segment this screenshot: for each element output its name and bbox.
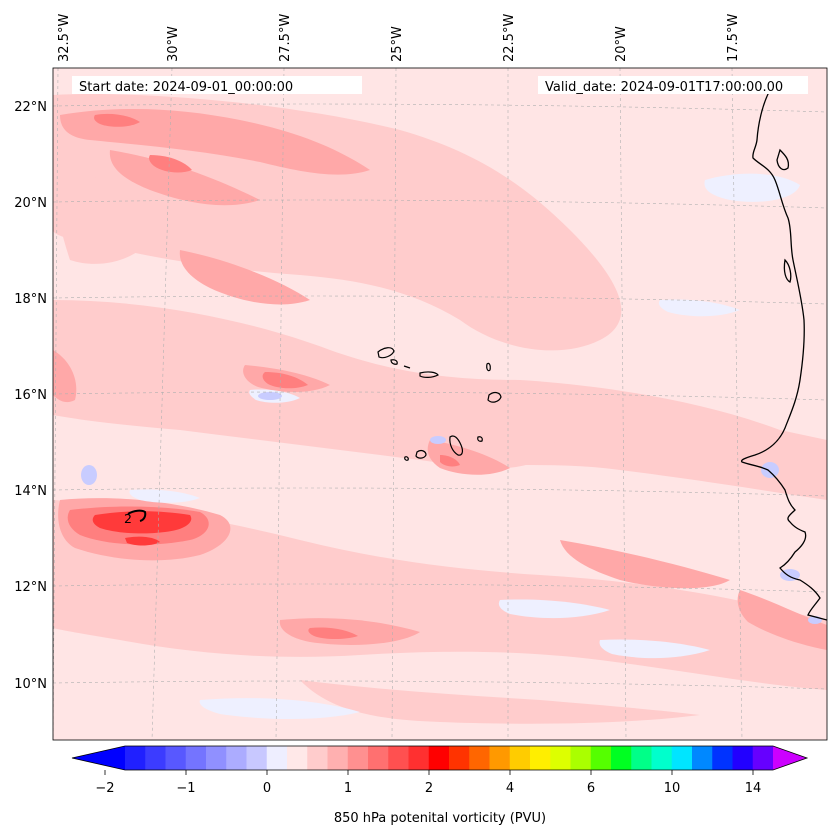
colorbar-segments	[125, 746, 774, 770]
colorbar-segment	[692, 746, 713, 770]
colorbar-segment	[206, 746, 227, 770]
colorbar-segment	[347, 746, 369, 770]
lat-label-20n: 20°N	[14, 196, 47, 211]
lat-label-16n: 16°N	[14, 388, 47, 403]
colorbar-segment	[590, 746, 612, 770]
lat-label-18n: 18°N	[14, 292, 47, 307]
colorbar-extend-low	[72, 746, 125, 770]
lon-label-30w: 30°W	[166, 26, 181, 62]
colorbar-segment	[651, 746, 673, 770]
colorbar-extend-high	[773, 746, 807, 770]
colorbar-tick-label: 6	[587, 781, 595, 796]
lat-label-10n: 10°N	[14, 677, 47, 692]
valid-date-box	[538, 76, 808, 94]
sal-island	[486, 362, 491, 372]
gridlines	[53, 68, 827, 740]
contour-label: 2	[124, 511, 132, 526]
colorbar-outline	[71, 745, 809, 771]
colorbar-segment	[752, 746, 774, 770]
santo-antao-island	[377, 347, 395, 359]
cape-verde-islands	[377, 347, 502, 461]
lon-label-22-5w: 22.5°W	[502, 14, 517, 62]
lat-label-12n: 12°N	[14, 580, 47, 595]
colorbar-tick-label: 10	[664, 781, 681, 796]
boa-vista-island	[487, 391, 502, 403]
pv-contour: 2	[124, 509, 147, 526]
map-panel: 2 Start date: 2024-09-01_00:00:00 Valid_…	[53, 68, 827, 740]
colorbar-segment	[246, 746, 268, 770]
colorbar-segment	[145, 746, 166, 770]
lon-label-20w: 20°W	[614, 26, 629, 62]
colorbar: −2 −1 0 1 2 4 6 10 14 850 hPa potenital …	[71, 745, 809, 826]
fogo-island	[415, 449, 427, 459]
colorbar-segment	[631, 746, 652, 770]
valid-date-text: Valid_date: 2024-09-01T17:00:00.00	[545, 80, 783, 95]
colorbar-segment	[287, 746, 308, 770]
colorbar-segment	[388, 746, 409, 770]
colorbar-tick-label: −1	[176, 781, 195, 796]
sao-nicolau-island	[419, 371, 439, 378]
lat-label-22n: 22°N	[14, 100, 47, 115]
colorbar-segment	[327, 746, 349, 770]
start-date-box	[72, 76, 362, 94]
lon-label-32-5w: 32.5°W	[57, 14, 72, 62]
colorbar-segment	[712, 746, 733, 770]
colorbar-segment	[530, 746, 551, 770]
red-core	[92, 511, 192, 546]
lavender-patches	[81, 392, 822, 624]
lon-label-27-5w: 27.5°W	[278, 14, 293, 62]
colorbar-segment	[307, 746, 328, 770]
latitude-labels: 22°N 20°N 18°N 16°N 14°N 12°N 10°N	[14, 100, 47, 692]
colorbar-segment	[428, 746, 450, 770]
colorbar-segment	[570, 746, 592, 770]
colorbar-segment	[185, 746, 207, 770]
colorbar-tick-label: 2	[425, 781, 433, 796]
colorbar-title: 850 hPa potenital vorticity (PVU)	[334, 811, 546, 826]
colorbar-segment	[368, 746, 389, 770]
africa-coastline	[740, 89, 827, 621]
light-blue-patches	[129, 173, 800, 719]
colorbar-tick-label: 1	[344, 781, 352, 796]
colorbar-tick-label: 14	[745, 781, 762, 796]
colorbar-segment	[469, 746, 490, 770]
map-frame	[52, 67, 828, 741]
colorbar-segment	[671, 746, 693, 770]
colorbar-segment	[125, 746, 146, 770]
colorbar-segment	[509, 746, 531, 770]
colorbar-segment	[732, 746, 754, 770]
colorbar-segment	[408, 746, 430, 770]
colorbar-segment	[165, 746, 187, 770]
start-date-text: Start date: 2024-09-01_00:00:00	[79, 80, 293, 95]
longitude-labels: 32.5°W 30°W 27.5°W 25°W 22.5°W 20°W 17.5…	[57, 14, 741, 62]
colorbar-tick-label: −2	[95, 781, 114, 796]
colorbar-segment	[226, 746, 247, 770]
colorbar-segment	[550, 746, 571, 770]
colorbar-segment	[489, 746, 511, 770]
lat-label-14n: 14°N	[14, 484, 47, 499]
colorbar-tick-label: 0	[263, 781, 271, 796]
colorbar-ticks	[104, 770, 754, 775]
colorbar-segment	[266, 746, 288, 770]
colorbar-segment	[611, 746, 632, 770]
sao-vicente-island	[390, 359, 398, 365]
colorbar-segment	[449, 746, 470, 770]
santiago-island	[449, 435, 464, 456]
colorbar-tick-label: 4	[506, 781, 514, 796]
colorbar-tick-labels: −2 −1 0 1 2 4 6 10 14	[95, 781, 761, 796]
lon-label-17-5w: 17.5°W	[726, 14, 741, 62]
lon-label-25w: 25°W	[390, 26, 405, 62]
coastline	[740, 89, 827, 621]
